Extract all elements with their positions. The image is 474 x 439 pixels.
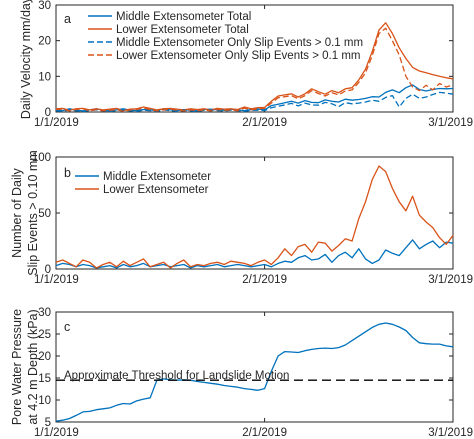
panel-a-y-label: Daily Velocity mm/day [19,0,33,119]
panel-c-y-label-line2: at 4.2 m Depth (kPa) [26,309,40,424]
panel-c-y-ticks: 5 10 15 20 25 30 [38,307,453,429]
panel-c-axis [55,311,454,423]
panel-c-x-ticks: 1/1/2019 2/1/2019 3/1/2019 [34,312,473,439]
panel-c-y-tick-label-0: 5 [45,417,51,429]
panel-b-x-tick-label-2: 3/1/2019 [428,274,473,286]
panel-a-y-tick-label-1: 10 [38,71,51,83]
legend-a-label-1: Lower Extensometer Total [116,24,249,36]
panel-c: 5 10 15 20 25 30 1/1/2019 2/1/2019 3/1/2019 App… [10,307,473,439]
panel-b: 0 50 100 1/1/2019 2/1/2019 3/1/2019 b Number… [10,150,473,286]
panel-c-y-tick-label-4: 25 [38,329,51,341]
panel-c-frame [55,311,454,423]
panel-a-series-2-line [55,91,454,113]
panel-b-legend: Middle Extensometer Lower Extensometer [75,171,211,196]
panel-b-y-tick-label-2: 100 [32,152,51,164]
panel-c-series [55,322,454,422]
panel-b-x-tick-label-0: 1/1/2019 [34,274,79,286]
panel-a: 0 10 20 30 1/1/2019 2/1/2019 3/1/2019 a Daily… [19,0,473,129]
panel-a-x-tick-label-1: 2/1/2019 [242,117,287,129]
panel-b-y-tick-label-0: 0 [45,264,51,276]
panel-a-y-tick-label-0: 0 [45,107,51,119]
panel-a-y-tick-label-2: 20 [38,36,51,48]
legend-b-label-1: Lower Extensometer [103,184,209,196]
panel-a-series [55,22,454,113]
panel-a-x-ticks: 1/1/2019 2/1/2019 3/1/2019 [34,5,473,129]
panel-a-series-3-line [55,27,454,112]
panel-a-x-tick-label-2: 3/1/2019 [428,117,473,129]
panel-b-y-tick-label-1: 50 [38,208,51,220]
panel-b-y-ticks: 0 50 100 [32,152,453,276]
panel-b-x-tick-label-1: 2/1/2019 [242,274,287,286]
legend-a-label-3: Lower Extensometer Only Slip Events > 0.… [116,50,360,62]
panel-b-series [55,165,454,269]
panel-b-series-1-line [55,165,454,269]
panel-c-x-tick-label-1: 2/1/2019 [242,427,287,439]
legend-a-label-2: Middle Extensometer Only Slip Events > 0… [116,37,363,49]
legend-a-label-0: Middle Extensometer Total [116,11,251,23]
panel-a-y-tick-label-3: 30 [38,0,51,12]
panel-a-axis [55,4,454,113]
panel-b-series-0-line [55,239,454,269]
panel-a-frame [55,4,454,113]
panel-c-x-tick-label-0: 1/1/2019 [34,427,79,439]
threshold-annotation: Approximate Threshold for Landslide Moti… [64,370,289,382]
panel-c-x-tick-label-2: 3/1/2019 [428,427,473,439]
panel-a-letter: a [64,12,71,26]
panel-c-y-tick-label-3: 20 [38,351,51,363]
panel-c-letter: c [64,320,70,334]
panel-b-y-label-line1: Number of Daily [10,167,24,257]
panel-b-x-ticks: 1/1/2019 2/1/2019 3/1/2019 [34,157,473,286]
panel-b-letter: b [64,166,71,180]
panel-a-x-tick-label-0: 1/1/2019 [34,117,79,129]
panel-a-y-ticks: 0 10 20 30 [38,0,453,119]
panel-b-y-label-line2: Slip Events > 0.10 mm [26,150,40,275]
panel-c-y-tick-label-2: 15 [38,373,51,385]
panel-c-y-tick-label-1: 10 [38,395,51,407]
panel-c-y-tick-label-5: 30 [38,307,51,319]
panel-c-y-label-line1: Pore Water Pressure [10,309,24,425]
panel-a-legend: Middle Extensometer Total Lower Extensom… [88,11,363,62]
legend-b-label-0: Middle Extensometer [103,171,211,183]
panel-c-series-0-line [55,322,454,422]
